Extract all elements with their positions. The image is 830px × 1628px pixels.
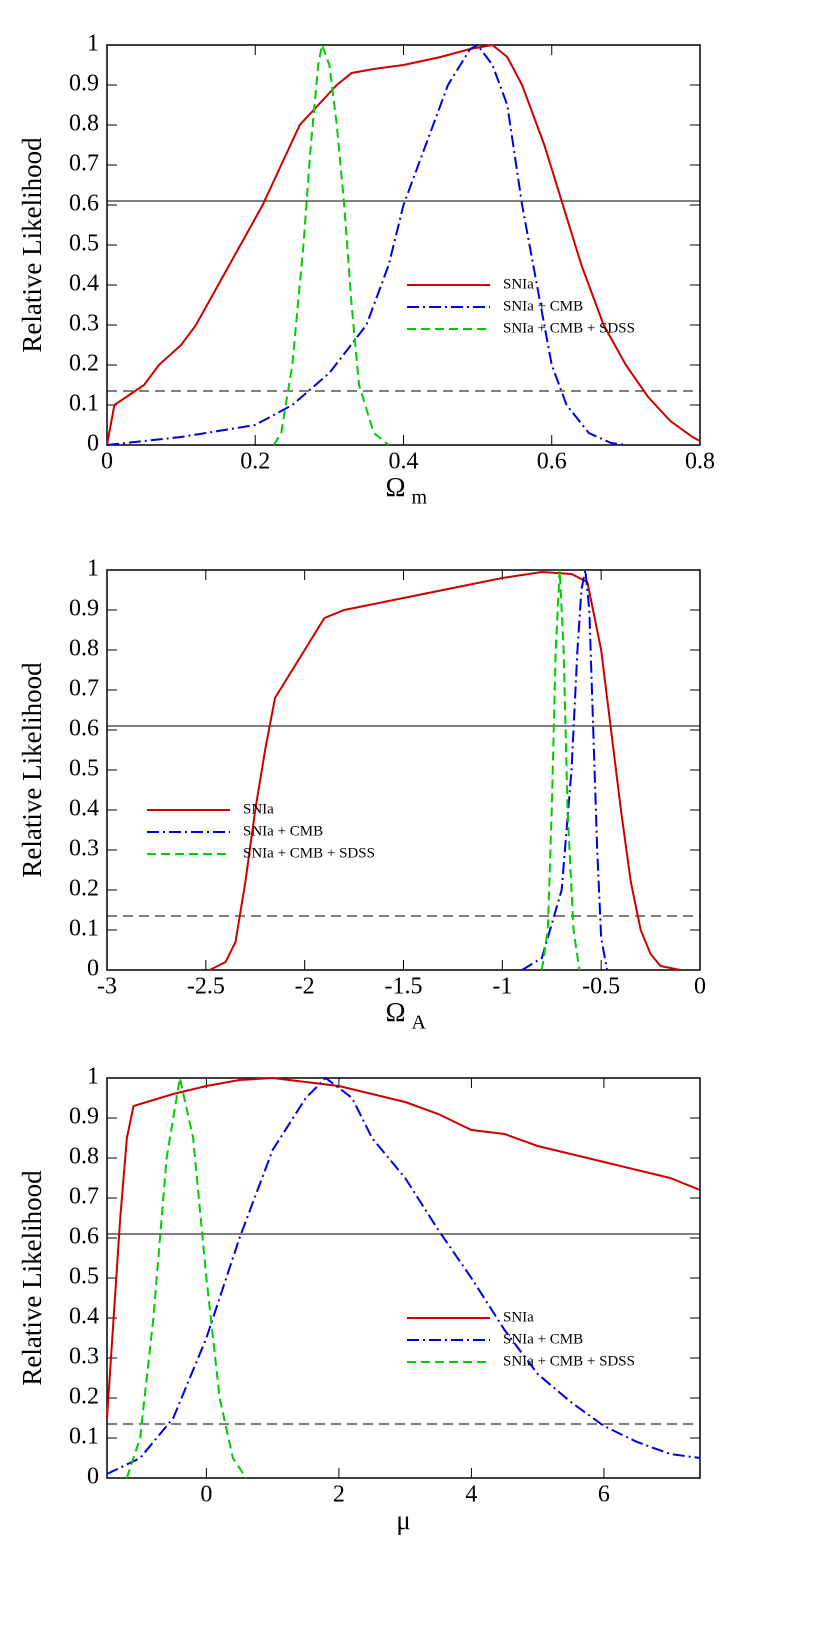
plot-frame [106, 569, 701, 971]
y-tick-label: 0.5 [69, 231, 99, 257]
y-tick-label: 0.5 [69, 756, 99, 782]
y-tick-label: 1 [87, 31, 99, 57]
legend-label: SNIa + CMB + SDSS [503, 1353, 635, 1369]
y-tick-label: 0.2 [69, 351, 99, 377]
y-tick-label: 0.4 [69, 271, 99, 297]
y-tick-label: 1 [87, 556, 99, 582]
y-tick-label: 0.9 [69, 1104, 99, 1130]
y-tick-label: 0.8 [69, 111, 99, 137]
x-axis-label: Ω [385, 472, 405, 502]
x-tick-label: 0.2 [240, 449, 270, 475]
x-tick-label: -1.5 [385, 974, 423, 1000]
x-axis-label-subscript: A [412, 1012, 427, 1034]
x-tick-label: 4 [465, 1482, 477, 1508]
y-axis-label: Relative Likelihood [17, 1170, 47, 1386]
x-tick-label: 0 [101, 449, 113, 475]
y-tick-label: 0.1 [69, 916, 99, 942]
legend-label: SNIa [503, 276, 534, 292]
x-tick-label: 0 [200, 1482, 212, 1508]
y-tick-label: 0.1 [69, 391, 99, 417]
series-line [209, 570, 681, 971]
y-tick-label: 0.8 [69, 636, 99, 662]
panel: 0 0.1 0.2 0.3 0.4 0.5 0.6 0.7 0.8 0.9 1 -3 -2.5 -2 -1.… [17, 556, 706, 1034]
panel: 0 0.1 0.2 0.3 0.4 0.5 0.6 0.7 0.8 0.9 1 0 0.2 0.4 0.6 0… [17, 31, 715, 509]
x-tick-label: 0.6 [537, 449, 567, 475]
y-tick-label: 0.4 [69, 796, 99, 822]
series-line [540, 569, 581, 971]
x-tick-label: -0.5 [582, 974, 620, 1000]
y-tick-label: 0.6 [69, 716, 99, 742]
y-tick-label: 0 [87, 956, 99, 982]
y-tick-label: 0.4 [69, 1304, 99, 1330]
x-tick-label: 2 [333, 1482, 345, 1508]
series-line [106, 43, 627, 446]
x-tick-label: 0.4 [389, 449, 419, 475]
y-axis-label: Relative Likelihood [17, 662, 47, 878]
legend-label: SNIa + CMB + SDSS [503, 320, 635, 336]
y-tick-label: 0.9 [69, 71, 99, 97]
x-axis-label: μ [396, 1505, 410, 1535]
series-line [106, 1076, 701, 1419]
y-tick-label: 1 [87, 1064, 99, 1090]
y-tick-label: 0 [87, 431, 99, 457]
x-tick-label: 0.8 [685, 449, 715, 475]
y-tick-label: 0.2 [69, 1384, 99, 1410]
series-line [521, 569, 609, 971]
x-tick-label: -1 [492, 974, 512, 1000]
x-tick-label: -3 [97, 974, 117, 1000]
y-tick-label: 0.2 [69, 876, 99, 902]
series-line [272, 41, 390, 446]
x-tick-label: -2.5 [187, 974, 225, 1000]
legend-label: SNIa + CMB [503, 1331, 583, 1347]
y-tick-label: 0.3 [69, 311, 99, 337]
y-tick-label: 0 [87, 1464, 99, 1490]
x-tick-label: -2 [295, 974, 315, 1000]
panel: 0 0.1 0.2 0.3 0.4 0.5 0.6 0.7 0.8 0.9 1 0 2 4 6 Relativ… [17, 1064, 701, 1535]
series-line [106, 43, 701, 446]
series-line [106, 1076, 701, 1475]
plot-frame [106, 44, 701, 446]
y-tick-label: 0.5 [69, 1264, 99, 1290]
x-tick-label: 0 [694, 974, 706, 1000]
x-axis-label-subscript: m [412, 487, 428, 509]
x-axis-label: Ω [385, 997, 405, 1027]
y-tick-label: 0.7 [69, 676, 99, 702]
y-tick-label: 0.1 [69, 1424, 99, 1450]
legend-label: SNIa [503, 1309, 534, 1325]
y-tick-label: 0.7 [69, 1184, 99, 1210]
legend-label: SNIa + CMB + SDSS [243, 845, 375, 861]
series-line [125, 1077, 247, 1479]
y-tick-label: 0.3 [69, 836, 99, 862]
y-tick-label: 0.7 [69, 151, 99, 177]
y-tick-label: 0.6 [69, 1224, 99, 1250]
legend-label: SNIa [243, 801, 274, 817]
y-tick-label: 0.9 [69, 596, 99, 622]
y-tick-label: 0.8 [69, 1144, 99, 1170]
plot-frame [106, 1077, 701, 1479]
y-axis-label: Relative Likelihood [17, 137, 47, 353]
y-tick-label: 0.3 [69, 1344, 99, 1370]
legend-label: SNIa + CMB [243, 823, 323, 839]
x-tick-label: 6 [598, 1482, 610, 1508]
legend-label: SNIa + CMB [503, 298, 583, 314]
y-tick-label: 0.6 [69, 191, 99, 217]
